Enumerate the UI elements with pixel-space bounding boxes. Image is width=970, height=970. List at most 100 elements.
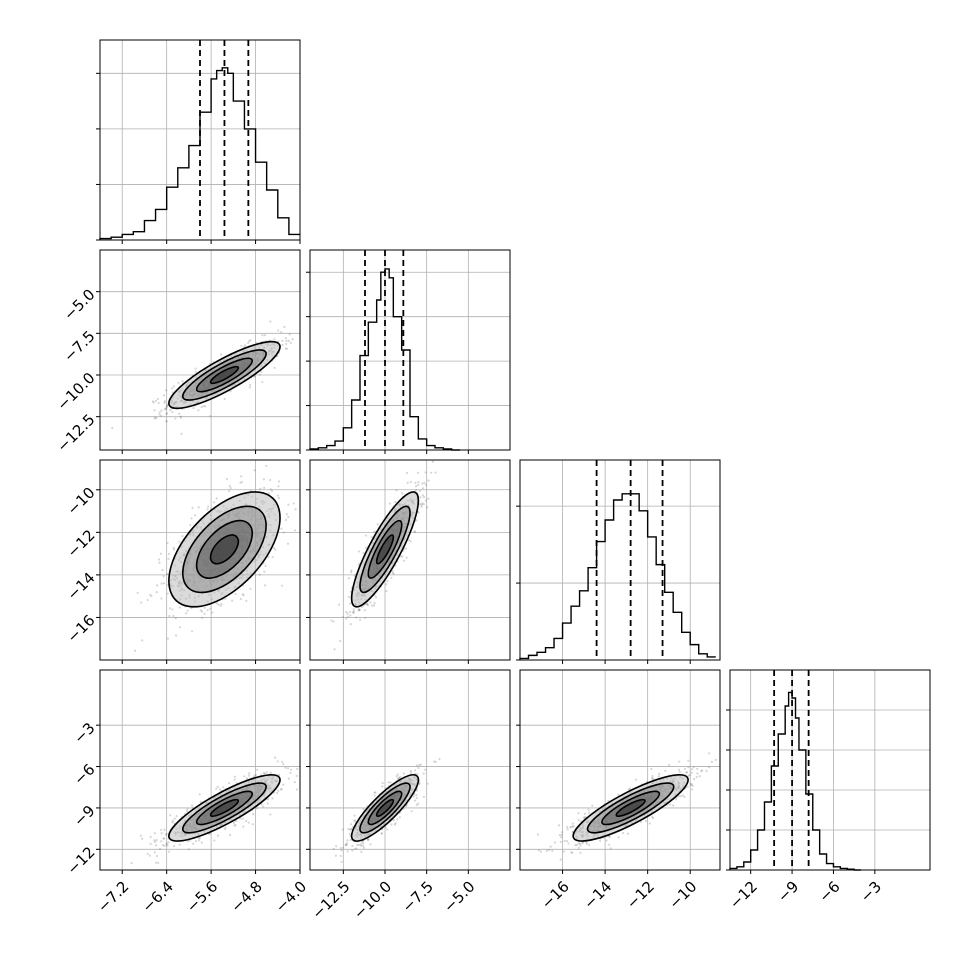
scatter-point <box>388 502 391 505</box>
scatter-point <box>417 511 420 514</box>
scatter-point <box>166 637 169 640</box>
scatter-point <box>285 347 288 350</box>
scatter-point <box>369 601 372 604</box>
scatter-point <box>333 648 336 651</box>
scatter-point <box>304 334 306 336</box>
scatter-panel-2-3 <box>519 669 721 871</box>
panel-content <box>134 464 297 652</box>
scatter-point <box>353 814 356 817</box>
scatter-point <box>162 575 165 578</box>
scatter-point <box>422 772 425 775</box>
scatter-point <box>380 831 383 835</box>
scatter-point <box>261 805 265 808</box>
scatter-point <box>163 828 166 831</box>
histogram-panel-3 <box>726 669 931 871</box>
scatter-point <box>240 480 244 484</box>
scatter-point <box>160 832 163 835</box>
histogram-step-line <box>519 493 716 660</box>
scatter-point <box>203 612 206 615</box>
scatter-point <box>240 344 243 348</box>
scatter-point <box>235 819 238 823</box>
scatter-point <box>244 344 247 347</box>
scatter-point <box>155 839 158 842</box>
scatter-point <box>678 770 682 774</box>
scatter-point <box>223 397 226 401</box>
scatter-point <box>293 529 297 532</box>
scatter-point <box>289 768 293 771</box>
scatter-point <box>156 397 159 401</box>
scatter-point <box>160 582 163 585</box>
scatter-point <box>399 555 402 558</box>
scatter-point <box>339 640 342 643</box>
scatter-point <box>289 341 292 344</box>
scatter-point <box>349 838 352 842</box>
scatter-point <box>277 773 281 776</box>
histogram-panel-1 <box>306 249 511 451</box>
scatter-point <box>209 607 212 610</box>
scatter-point <box>346 850 349 853</box>
scatter-point <box>385 583 388 586</box>
scatter-point <box>651 777 654 780</box>
scatter-point <box>349 614 352 617</box>
scatter-point <box>405 556 408 559</box>
scatter-point <box>215 497 218 500</box>
scatter-point <box>271 555 274 559</box>
scatter-point <box>397 777 400 780</box>
scatter-point <box>678 760 681 763</box>
scatter-point <box>199 609 203 612</box>
scatter-point <box>365 602 369 606</box>
scatter-point <box>360 844 363 847</box>
contour-line <box>181 782 267 834</box>
scatter-point <box>344 843 347 847</box>
scatter-point <box>406 481 409 484</box>
scatter-point <box>345 611 348 614</box>
scatter-point <box>393 823 396 826</box>
scatter-point <box>695 775 698 779</box>
panel-frame <box>99 39 301 241</box>
scatter-point <box>202 404 205 408</box>
scatter-point <box>111 426 114 430</box>
scatter-point <box>335 845 338 848</box>
scatter-point <box>136 591 139 595</box>
density-fill <box>210 799 239 817</box>
scatter-point <box>431 460 434 463</box>
scatter-point <box>412 795 415 798</box>
scatter-point <box>424 483 428 486</box>
scatter-point <box>281 344 284 347</box>
panel-frame <box>519 459 721 661</box>
scatter-point <box>277 329 280 332</box>
scatter-point <box>153 851 157 854</box>
contour-line <box>375 798 395 818</box>
scatter-point <box>334 854 338 857</box>
scatter-point <box>396 818 399 821</box>
scatter-point <box>218 788 222 791</box>
panel-content <box>332 757 441 863</box>
scatter-point <box>571 851 574 854</box>
scatter-point <box>165 420 168 423</box>
scatter-point <box>165 405 169 408</box>
scatter-point <box>421 482 424 485</box>
scatter-point <box>690 783 693 786</box>
scatter-point <box>243 775 246 778</box>
scatter-point <box>158 413 161 416</box>
scatter-point <box>690 768 694 771</box>
scatter-point <box>277 496 281 500</box>
scatter-point <box>171 819 174 822</box>
scatter-point <box>200 610 204 613</box>
contour-line <box>195 519 254 579</box>
scatter-point <box>197 839 201 842</box>
scatter-point <box>689 783 693 787</box>
scatter-point <box>204 405 207 408</box>
scatter-point <box>215 787 218 791</box>
scatter-point <box>248 386 252 389</box>
scatter-point <box>162 394 166 397</box>
scatter-point <box>165 389 168 392</box>
scatter-point <box>165 843 168 846</box>
scatter-point <box>186 840 190 843</box>
scatter-point <box>434 760 437 764</box>
scatter-point <box>402 559 406 562</box>
scatter-point <box>256 768 259 771</box>
scatter-panel-0-1 <box>99 249 306 451</box>
scatter-point <box>174 634 178 637</box>
scatter-point <box>209 414 212 418</box>
